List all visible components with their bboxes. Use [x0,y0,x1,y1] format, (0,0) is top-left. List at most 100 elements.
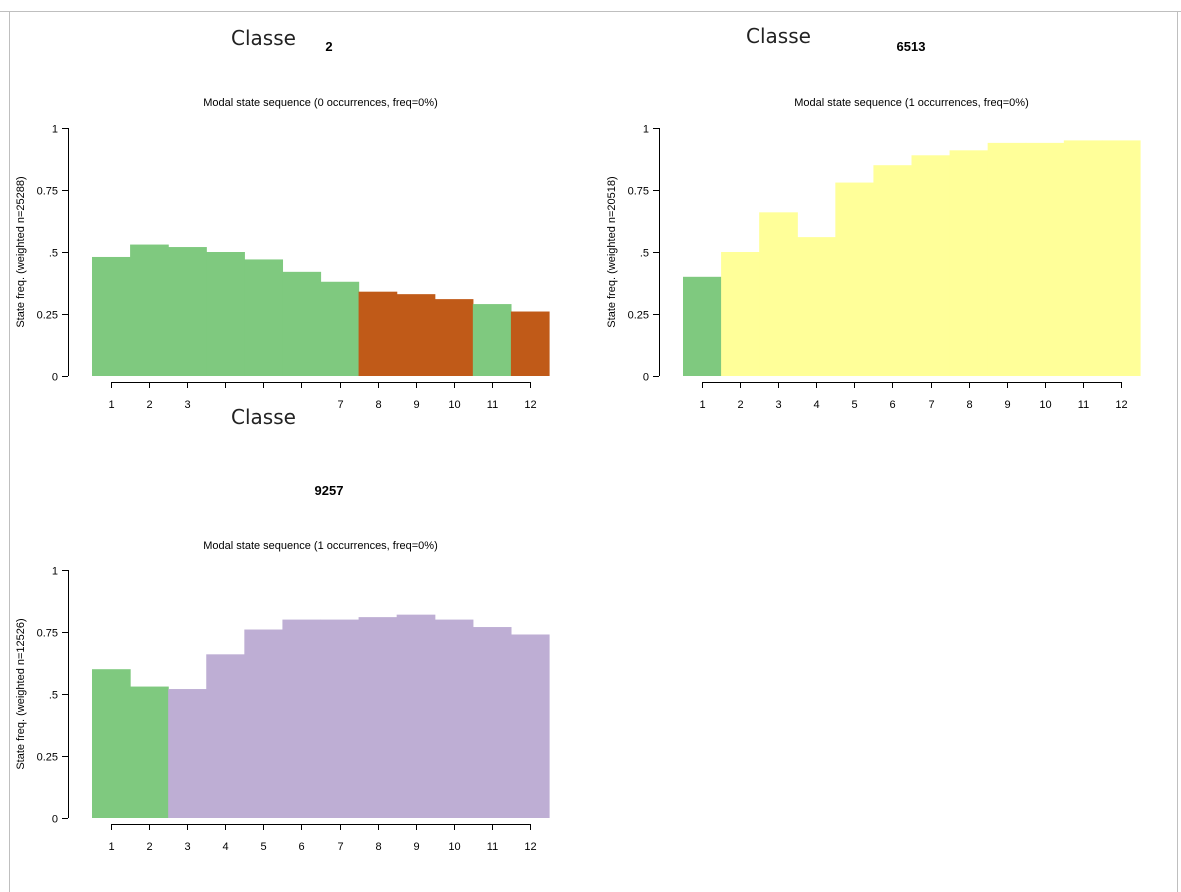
chart-panel-1: 2 Modal state sequence (0 occurrences, fr… [15,39,550,411]
bar-1 [92,256,131,376]
x-tick-label: 6 [889,399,895,411]
bar-12 [1101,140,1141,376]
bar-12 [510,311,550,376]
x-tick-label: 9 [413,841,419,853]
bar-9 [987,142,1027,376]
bar-5 [835,182,875,376]
x-tick-label: 12 [524,841,536,853]
bar-6 [282,619,322,818]
bar-1 [683,276,722,376]
x-tick-label: 1 [108,399,114,411]
bar-10 [434,299,474,376]
y-tick-label: 1 [52,566,58,578]
bar-3 [168,247,207,376]
x-tick-label: 8 [375,841,381,853]
x-tick-label: 5 [851,399,857,411]
y-tick-label: .5 [640,248,649,260]
bar-12 [510,634,550,818]
x-tick-label: 10 [448,399,460,411]
bar-8 [949,150,989,376]
chart-title: 2 [325,39,332,54]
bar-4 [206,654,245,818]
y-tick-label: 1 [643,124,649,136]
chart-title: 9257 [315,483,344,498]
bar-4 [206,252,245,376]
bar-11 [1063,140,1103,376]
bar-2 [130,686,169,818]
y-tick-label: 1 [52,124,58,136]
y-axis-label: State freq. (weighted n=20518) [606,176,618,327]
bar-6 [282,271,322,376]
x-tick-label: 8 [375,399,381,411]
chart-subtitle: Modal state sequence (0 occurrences, fre… [203,97,438,109]
bar-11 [472,627,512,818]
x-tick-label: 7 [337,841,343,853]
bar-8 [358,617,398,818]
bar-7 [911,155,951,376]
bar-9 [396,294,436,376]
x-tick-label: 1 [699,399,705,411]
y-tick-label: .5 [49,248,58,260]
chart-subtitle: Modal state sequence (1 occurrences, fre… [203,540,438,552]
bar-11 [472,304,512,376]
x-tick-label: 4 [813,399,819,411]
x-tick-label: 2 [737,399,743,411]
x-tick-label: 3 [775,399,781,411]
x-tick-label: 10 [1039,399,1051,411]
y-tick-label: 0 [52,372,58,384]
bar-10 [434,619,474,818]
y-tick-label: 0 [643,372,649,384]
x-tick-label: 3 [184,841,190,853]
x-tick-label: 7 [337,399,343,411]
x-tick-label: 1 [108,841,114,853]
bar-2 [721,252,760,376]
bar-5 [244,629,284,818]
y-tick-label: 0 [52,814,58,826]
x-tick-label: 6 [298,841,304,853]
x-tick-label: 12 [1115,399,1127,411]
x-tick-label: 9 [1004,399,1010,411]
x-tick-label: 5 [260,841,266,853]
x-tick-label: 9 [413,399,419,411]
x-tick-label: 10 [448,841,460,853]
chart-title: 6513 [897,39,926,54]
chart-subtitle: Modal state sequence (1 occurrences, fre… [794,97,1029,109]
x-tick-label: 3 [184,399,190,411]
bar-1 [92,669,131,818]
y-tick-label: 0.25 [37,752,58,764]
x-tick-label: 8 [966,399,972,411]
classe-label-3: Classe [231,405,296,429]
x-tick-label: 12 [524,399,536,411]
x-tick-label: 7 [928,399,934,411]
y-axis-label: State freq. (weighted n=12526) [15,618,27,769]
bar-3 [168,689,207,818]
y-tick-label: 0.25 [628,310,649,322]
bar-3 [759,212,798,376]
x-tick-label: 2 [146,399,152,411]
bar-7 [320,281,360,376]
bar-6 [873,165,913,376]
x-tick-label: 11 [487,841,498,853]
bar-5 [244,259,284,376]
bar-2 [130,244,169,376]
bar-10 [1025,142,1065,376]
y-tick-label: 0.75 [37,186,58,198]
y-tick-label: .5 [49,690,58,702]
bar-9 [396,614,436,818]
x-tick-label: 11 [1078,399,1089,411]
x-tick-label: 11 [487,399,498,411]
classe-label-2: Classe [746,24,811,48]
classe-label-1: Classe [231,26,296,50]
y-tick-label: 0.25 [37,310,58,322]
y-tick-label: 0.75 [37,628,58,640]
bar-4 [797,237,836,376]
x-tick-label: 4 [222,841,228,853]
y-axis-label: State freq. (weighted n=25288) [15,176,27,327]
bar-7 [320,619,360,818]
y-tick-label: 0.75 [628,186,649,198]
bar-8 [358,291,398,376]
x-tick-label: 2 [146,841,152,853]
